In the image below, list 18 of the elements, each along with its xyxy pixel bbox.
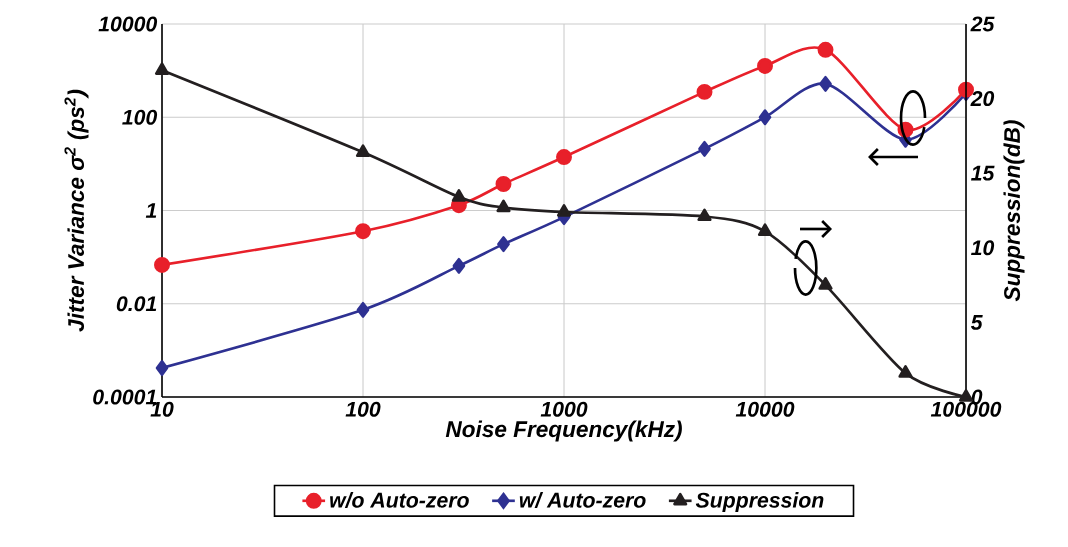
y2-tick-label: 15 <box>971 165 995 181</box>
x-tick-label: 10000 <box>735 401 795 417</box>
y2-tick-label: 5 <box>970 314 983 330</box>
x-axis-title: Noise Frequency(kHz) <box>445 420 682 442</box>
y-tick-label: 0.01 <box>116 296 157 312</box>
y-axis-title: Jitter Variance σ$^{2}$ (ps$^{2}$) <box>64 89 89 332</box>
y2-tick-label: 10 <box>971 240 995 256</box>
legend-label: Suppression <box>695 492 824 512</box>
legend-label: w/ Auto-zero <box>519 492 646 508</box>
y-tick-label: 100 <box>122 109 158 125</box>
y2-tick-label: 25 <box>970 16 995 32</box>
y-tick-label: 10000 <box>98 16 158 32</box>
x-tick-label: 1000 <box>540 401 588 417</box>
legend-label: w/o Auto-zero <box>330 492 469 508</box>
x-tick-label: 100 <box>345 401 381 417</box>
y2-axis-title: Suppression(dB) <box>1003 120 1025 302</box>
y2-tick-label: 20 <box>970 91 995 107</box>
y-tick-label: 1 <box>145 203 157 218</box>
